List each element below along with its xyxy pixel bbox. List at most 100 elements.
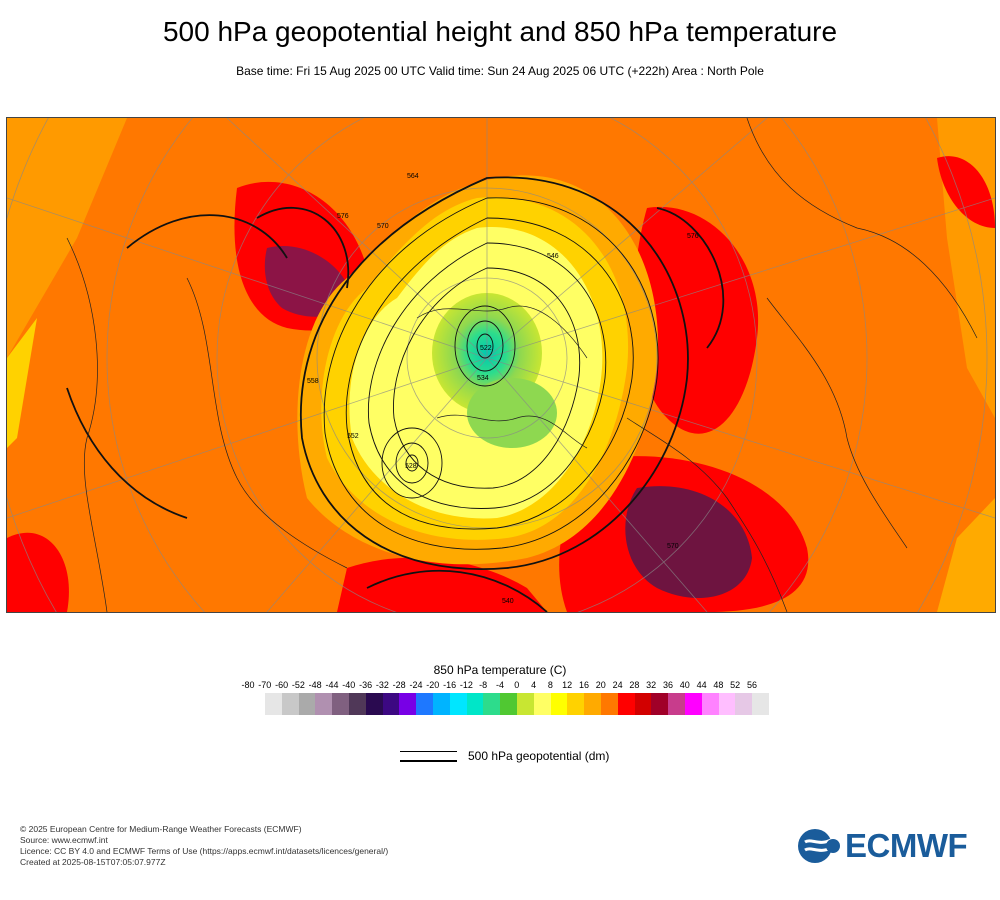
legend-tick-label: 28 (629, 680, 640, 690)
legend-color-swatch (466, 693, 484, 715)
legend-color-swatch (416, 693, 433, 715)
legend-color-swatch (516, 693, 534, 715)
legend-color-swatch (382, 693, 400, 715)
legend-tick-label: -16 (443, 680, 457, 690)
temperature-legend-title: 850 hPa temperature (C) (433, 663, 567, 677)
warm-anomaly-region (937, 156, 995, 228)
legend-tick-label: -40 (342, 680, 356, 690)
map-title: 500 hPa geopotential height and 850 hPa … (162, 16, 838, 47)
contour-legend-line (400, 751, 457, 752)
legend-color-swatch (281, 693, 299, 715)
contour-label: 552 (347, 433, 359, 440)
temperature-legend-colorbar (265, 693, 769, 715)
contour-label: 558 (307, 378, 319, 385)
legend-tick-label: 4 (531, 680, 537, 690)
legend-color-swatch (298, 693, 316, 715)
legend-color-swatch (634, 693, 652, 715)
contour-label: 522 (480, 345, 492, 352)
legend-color-swatch (701, 693, 719, 715)
legend-color-swatch (332, 693, 349, 715)
legend-tick-label: -8 (479, 680, 488, 690)
legend-tick-label: -60 (275, 680, 289, 690)
legend-color-swatch (567, 693, 585, 715)
temperature-region (7, 318, 37, 448)
legend-tick-label: 0 (514, 680, 520, 690)
ecmwf-logo-text: ECMWF (845, 827, 968, 864)
contour-label: 534 (477, 375, 489, 382)
geopotential-contours (66, 176, 725, 612)
legend-tick-label: -48 (308, 680, 322, 690)
contour-label: 576 (337, 213, 349, 220)
legend-color-swatch (752, 693, 769, 715)
legend-color-swatch (315, 693, 333, 715)
legend-tick-label: -4 (495, 680, 505, 690)
legend-color-swatch (449, 693, 467, 715)
legend-tick-label: 44 (696, 680, 707, 690)
contour-label: 546 (547, 253, 559, 260)
map-canvas: 576 576 570 570 564 558 552 546 540 534 … (7, 118, 995, 612)
legend-tick-label: -12 (459, 680, 473, 690)
contour-label: 570 (377, 223, 389, 230)
legend-tick-label: 56 (746, 680, 758, 690)
contour-legend-label: 500 hPa geopotential (dm) (468, 749, 610, 763)
credit-line: © 2025 European Centre for Medium-Range … (20, 824, 302, 834)
credit-line: Source: www.ecmwf.int (20, 835, 108, 845)
ecmwf-logo: ECMWF (795, 826, 985, 866)
legend-color-swatch (600, 693, 618, 715)
legend-color-swatch (483, 693, 501, 715)
legend-color-swatch (432, 693, 450, 715)
graticule (7, 118, 995, 612)
legend-tick-label: -24 (409, 680, 423, 690)
legend-tick-label: -52 (291, 680, 305, 690)
credit-line: Created at 2025-08-15T07:05:07.977Z (20, 857, 166, 867)
legend-tick-label: -32 (375, 680, 389, 690)
legend-tick-label: 24 (612, 680, 623, 690)
legend-tick-label: -80 (241, 680, 255, 690)
legend-color-swatch (584, 693, 601, 715)
legend-tick-label: -36 (359, 680, 373, 690)
contour-labels: 576 576 570 570 564 558 552 546 540 534 … (307, 173, 699, 605)
map-subtitle: Base time: Fri 15 Aug 2025 00 UTC Valid … (236, 64, 764, 78)
contour-label: 540 (502, 598, 514, 605)
legend-color-swatch (735, 693, 753, 715)
contour-legend-line (400, 760, 457, 762)
legend-color-swatch (348, 693, 366, 715)
legend-tick-label: 20 (595, 680, 606, 690)
legend-color-swatch (265, 693, 282, 715)
legend-tick-label: -44 (325, 680, 339, 690)
legend-color-swatch (617, 693, 635, 715)
legend-color-swatch (684, 693, 702, 715)
legend-color-swatch (651, 693, 669, 715)
warm-anomaly-region (337, 557, 547, 612)
temperature-region (937, 498, 995, 612)
legend-tick-label: 8 (547, 680, 553, 690)
cold-core-region (467, 378, 557, 448)
legend-tick-label: 48 (713, 680, 724, 690)
legend-tick-label: -70 (258, 680, 272, 690)
legend-tick-label: 36 (662, 680, 674, 690)
credits: © 2025 European Centre for Medium-Range … (20, 824, 388, 868)
north-pole-map: 576 576 570 570 564 558 552 546 540 534 … (6, 117, 996, 613)
hot-core-region (625, 486, 752, 598)
legend-tick-label: 52 (730, 680, 741, 690)
legend-tick-label: 16 (578, 680, 590, 690)
legend-tick-label: -20 (426, 680, 440, 690)
warm-anomaly-region (7, 532, 69, 612)
credit-line: Licence: CC BY 4.0 and ECMWF Terms of Us… (20, 846, 389, 856)
contour-label: 570 (667, 543, 679, 550)
legend-color-swatch (500, 693, 517, 715)
temperature-legend-ticks: -80 -70 -60 -52 -48 -44 -40 -36 -32 -28 -24 -20 -16-… (0, 680, 1000, 692)
coastlines (66, 118, 978, 612)
legend-tick-label: 40 (679, 680, 690, 690)
legend-tick-label: 32 (646, 680, 657, 690)
ecmwf-logo-icon (798, 829, 840, 863)
legend-color-swatch (365, 693, 383, 715)
legend-color-swatch (668, 693, 685, 715)
contour-label: 576 (687, 233, 699, 240)
legend-tick-label: 12 (562, 680, 573, 690)
legend-color-swatch (399, 693, 417, 715)
warm-anomaly-region (633, 206, 759, 434)
contour-label: 564 (407, 173, 419, 180)
legend-tick-label: -28 (392, 680, 406, 690)
contour-label: 528 (405, 463, 417, 470)
